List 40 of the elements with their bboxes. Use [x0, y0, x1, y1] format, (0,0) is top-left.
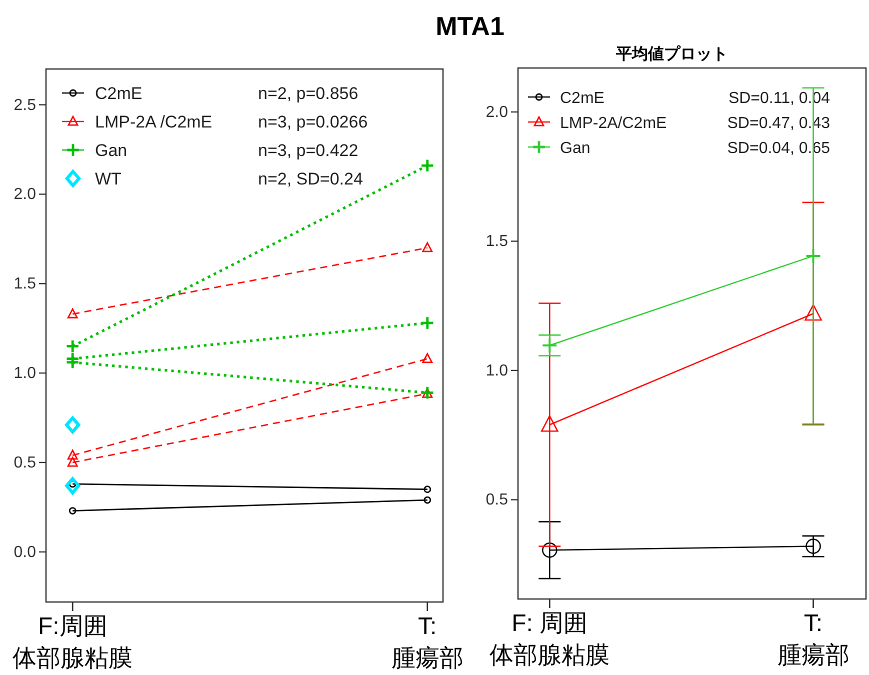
chart-title: MTA1: [436, 11, 504, 41]
chart-title: 平均値プロット: [615, 45, 728, 63]
point: [422, 317, 434, 329]
point: [424, 496, 432, 504]
point: [65, 416, 80, 434]
y-tick-label: 1.5: [486, 233, 508, 250]
legend-label: LMP-2A /C2mE: [95, 112, 212, 132]
y-tick-label: 2.5: [14, 96, 36, 114]
legend-label: Gan: [560, 140, 590, 157]
point: [66, 340, 78, 352]
x-tick-label: F: 周囲体部腺粘膜: [490, 610, 610, 669]
y-tick-label: 2.0: [14, 186, 36, 204]
annotation: n=3, p=0.422: [258, 141, 358, 160]
y-tick-label: 0.0: [14, 544, 36, 561]
x-tick-label: T:腫瘍部: [391, 613, 464, 672]
annotation: n=3, p=0.0266: [258, 112, 368, 132]
x-tick-label: F:周囲体部腺粘膜: [12, 613, 133, 672]
point: [806, 248, 820, 263]
y-tick-label: 0.5: [486, 492, 508, 509]
point: [542, 338, 557, 352]
point: [66, 356, 78, 368]
point: [806, 538, 821, 554]
annotation: n=2, SD=0.24: [258, 170, 363, 188]
y-tick-label: 1.0: [14, 365, 36, 382]
legend-label: C2mE: [560, 90, 604, 107]
legend-label: Gan: [95, 141, 128, 160]
point: [68, 507, 76, 514]
annotation: n=2, p=0.856: [258, 84, 358, 103]
point: [422, 160, 434, 172]
y-tick-label: 0.5: [14, 454, 36, 472]
legend-label: C2mE: [95, 84, 142, 103]
y-tick-label: 1.0: [486, 362, 508, 380]
x-tick-label: T:腫瘍部: [777, 610, 850, 669]
y-tick-label: 1.5: [14, 276, 36, 293]
point: [424, 486, 432, 494]
legend-label: LMP-2A/C2mE: [560, 115, 667, 132]
legend-label: WT: [95, 170, 122, 188]
point: [542, 542, 558, 558]
y-tick-label: 2.0: [486, 104, 508, 121]
point: [65, 477, 80, 494]
